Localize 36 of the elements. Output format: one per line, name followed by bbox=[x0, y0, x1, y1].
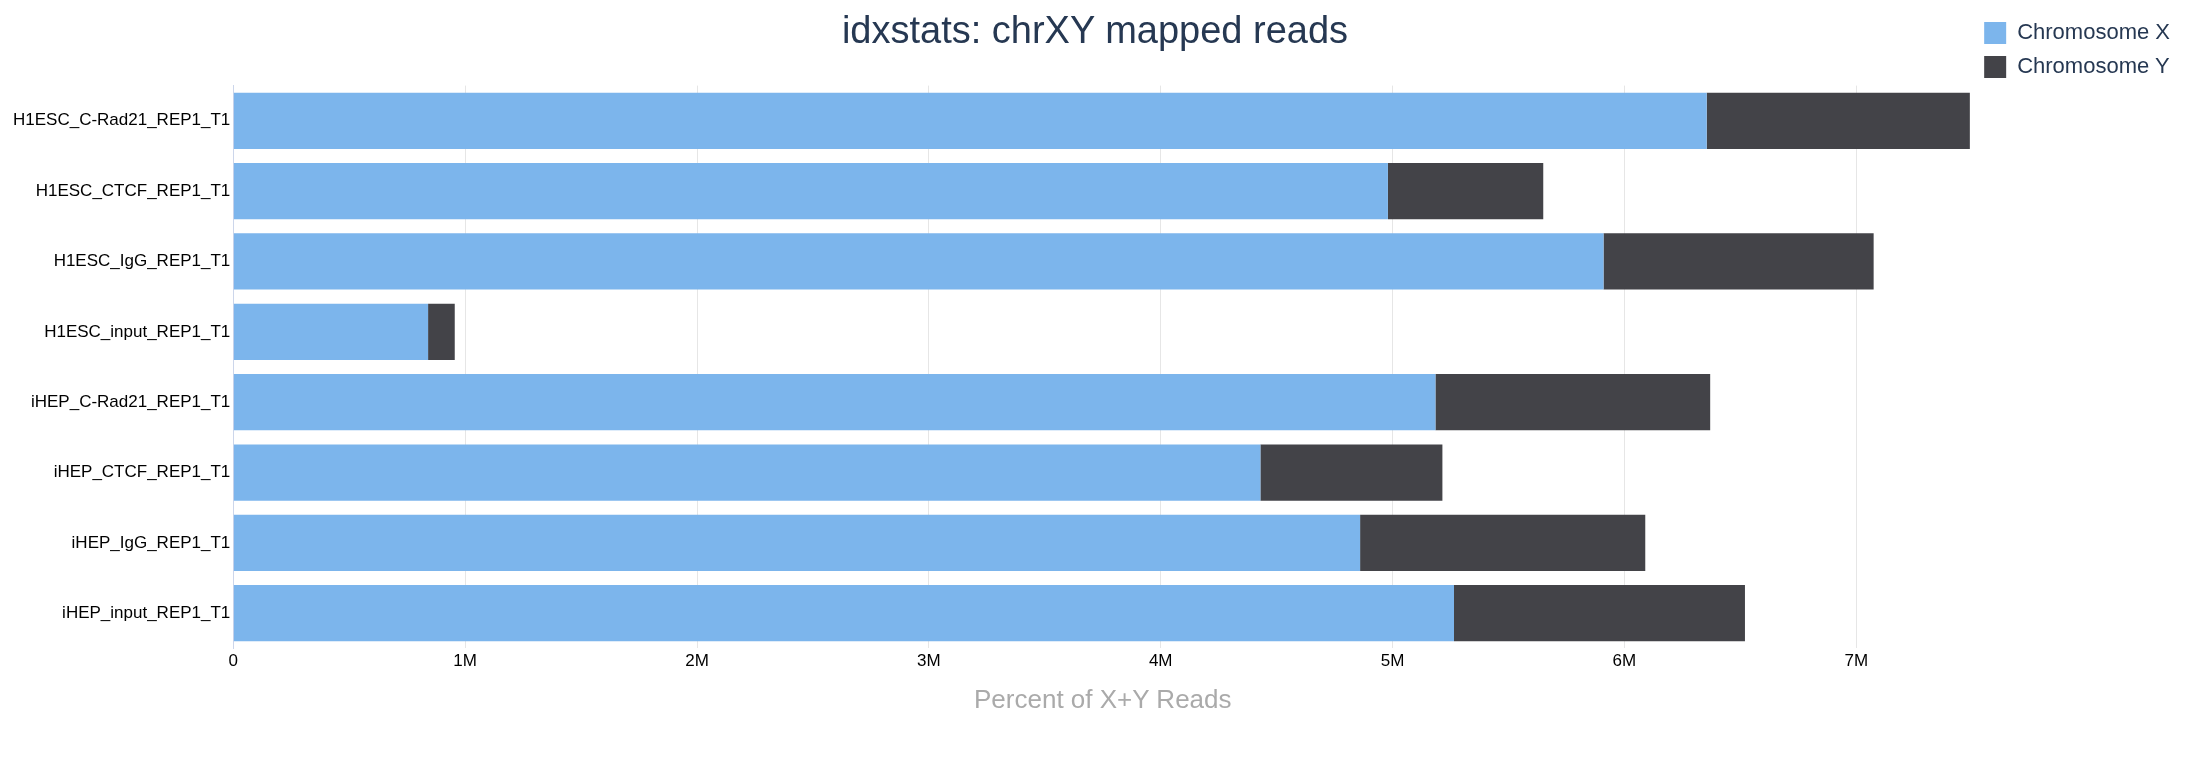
x-tick-label: 2M bbox=[685, 651, 709, 671]
bar bbox=[1260, 444, 1443, 501]
bar bbox=[233, 92, 1707, 149]
x-tick-label: 7M bbox=[1844, 651, 1869, 671]
legend-label: Chromosome X bbox=[2017, 19, 2171, 45]
y-tick-label: H1ESC_input_REP1_T1 bbox=[44, 321, 231, 341]
y-tick-label: H1ESC_CTCF_REP1_T1 bbox=[35, 180, 231, 200]
y-tick-label: iHEP_input_REP1_T1 bbox=[62, 602, 231, 622]
x-tick-label: 4M bbox=[1148, 651, 1173, 671]
bar bbox=[1603, 233, 1874, 290]
bar bbox=[233, 444, 1261, 501]
bar bbox=[1387, 162, 1544, 220]
bar bbox=[233, 374, 1436, 431]
bar bbox=[1454, 585, 1745, 642]
chart-title: idxstats: chrXY mapped reads bbox=[841, 9, 1349, 52]
x-tick-label: 3M bbox=[917, 651, 941, 671]
y-tick-label: iHEP_C-Rad21_REP1_T1 bbox=[30, 391, 231, 411]
bar bbox=[1435, 374, 1711, 431]
y-tick-label: iHEP_CTCF_REP1_T1 bbox=[53, 462, 231, 482]
bar bbox=[233, 162, 1388, 220]
bar bbox=[1360, 514, 1646, 572]
bar bbox=[428, 303, 455, 360]
x-tick-label: 6M bbox=[1612, 651, 1637, 671]
y-tick-label: iHEP_IgG_REP1_T1 bbox=[71, 532, 231, 552]
legend-label: Chromosome Y bbox=[2017, 53, 2170, 79]
y-tick-label: H1ESC_IgG_REP1_T1 bbox=[53, 251, 231, 271]
bar bbox=[233, 514, 1361, 572]
x-tick-label: 1M bbox=[453, 651, 477, 671]
x-tick-label: 0 bbox=[228, 651, 239, 671]
bar bbox=[233, 233, 1604, 290]
bar bbox=[1706, 92, 1970, 149]
bar bbox=[233, 585, 1454, 642]
x-tick-label: 5M bbox=[1380, 651, 1405, 671]
bar bbox=[233, 303, 429, 360]
x-axis-title: Percent of X+Y Reads bbox=[973, 683, 1232, 714]
y-tick-label: H1ESC_C-Rad21_REP1_T1 bbox=[12, 110, 231, 130]
